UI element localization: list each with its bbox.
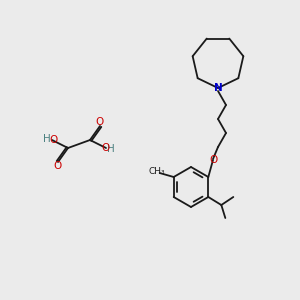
Text: O: O [49, 135, 57, 145]
Text: O: O [96, 117, 104, 127]
Text: O: O [54, 161, 62, 171]
Text: N: N [214, 83, 222, 93]
Text: H: H [107, 144, 115, 154]
Text: O: O [209, 155, 217, 165]
Text: O: O [101, 143, 109, 153]
Text: CH₃: CH₃ [148, 167, 165, 176]
Text: H: H [43, 134, 51, 144]
